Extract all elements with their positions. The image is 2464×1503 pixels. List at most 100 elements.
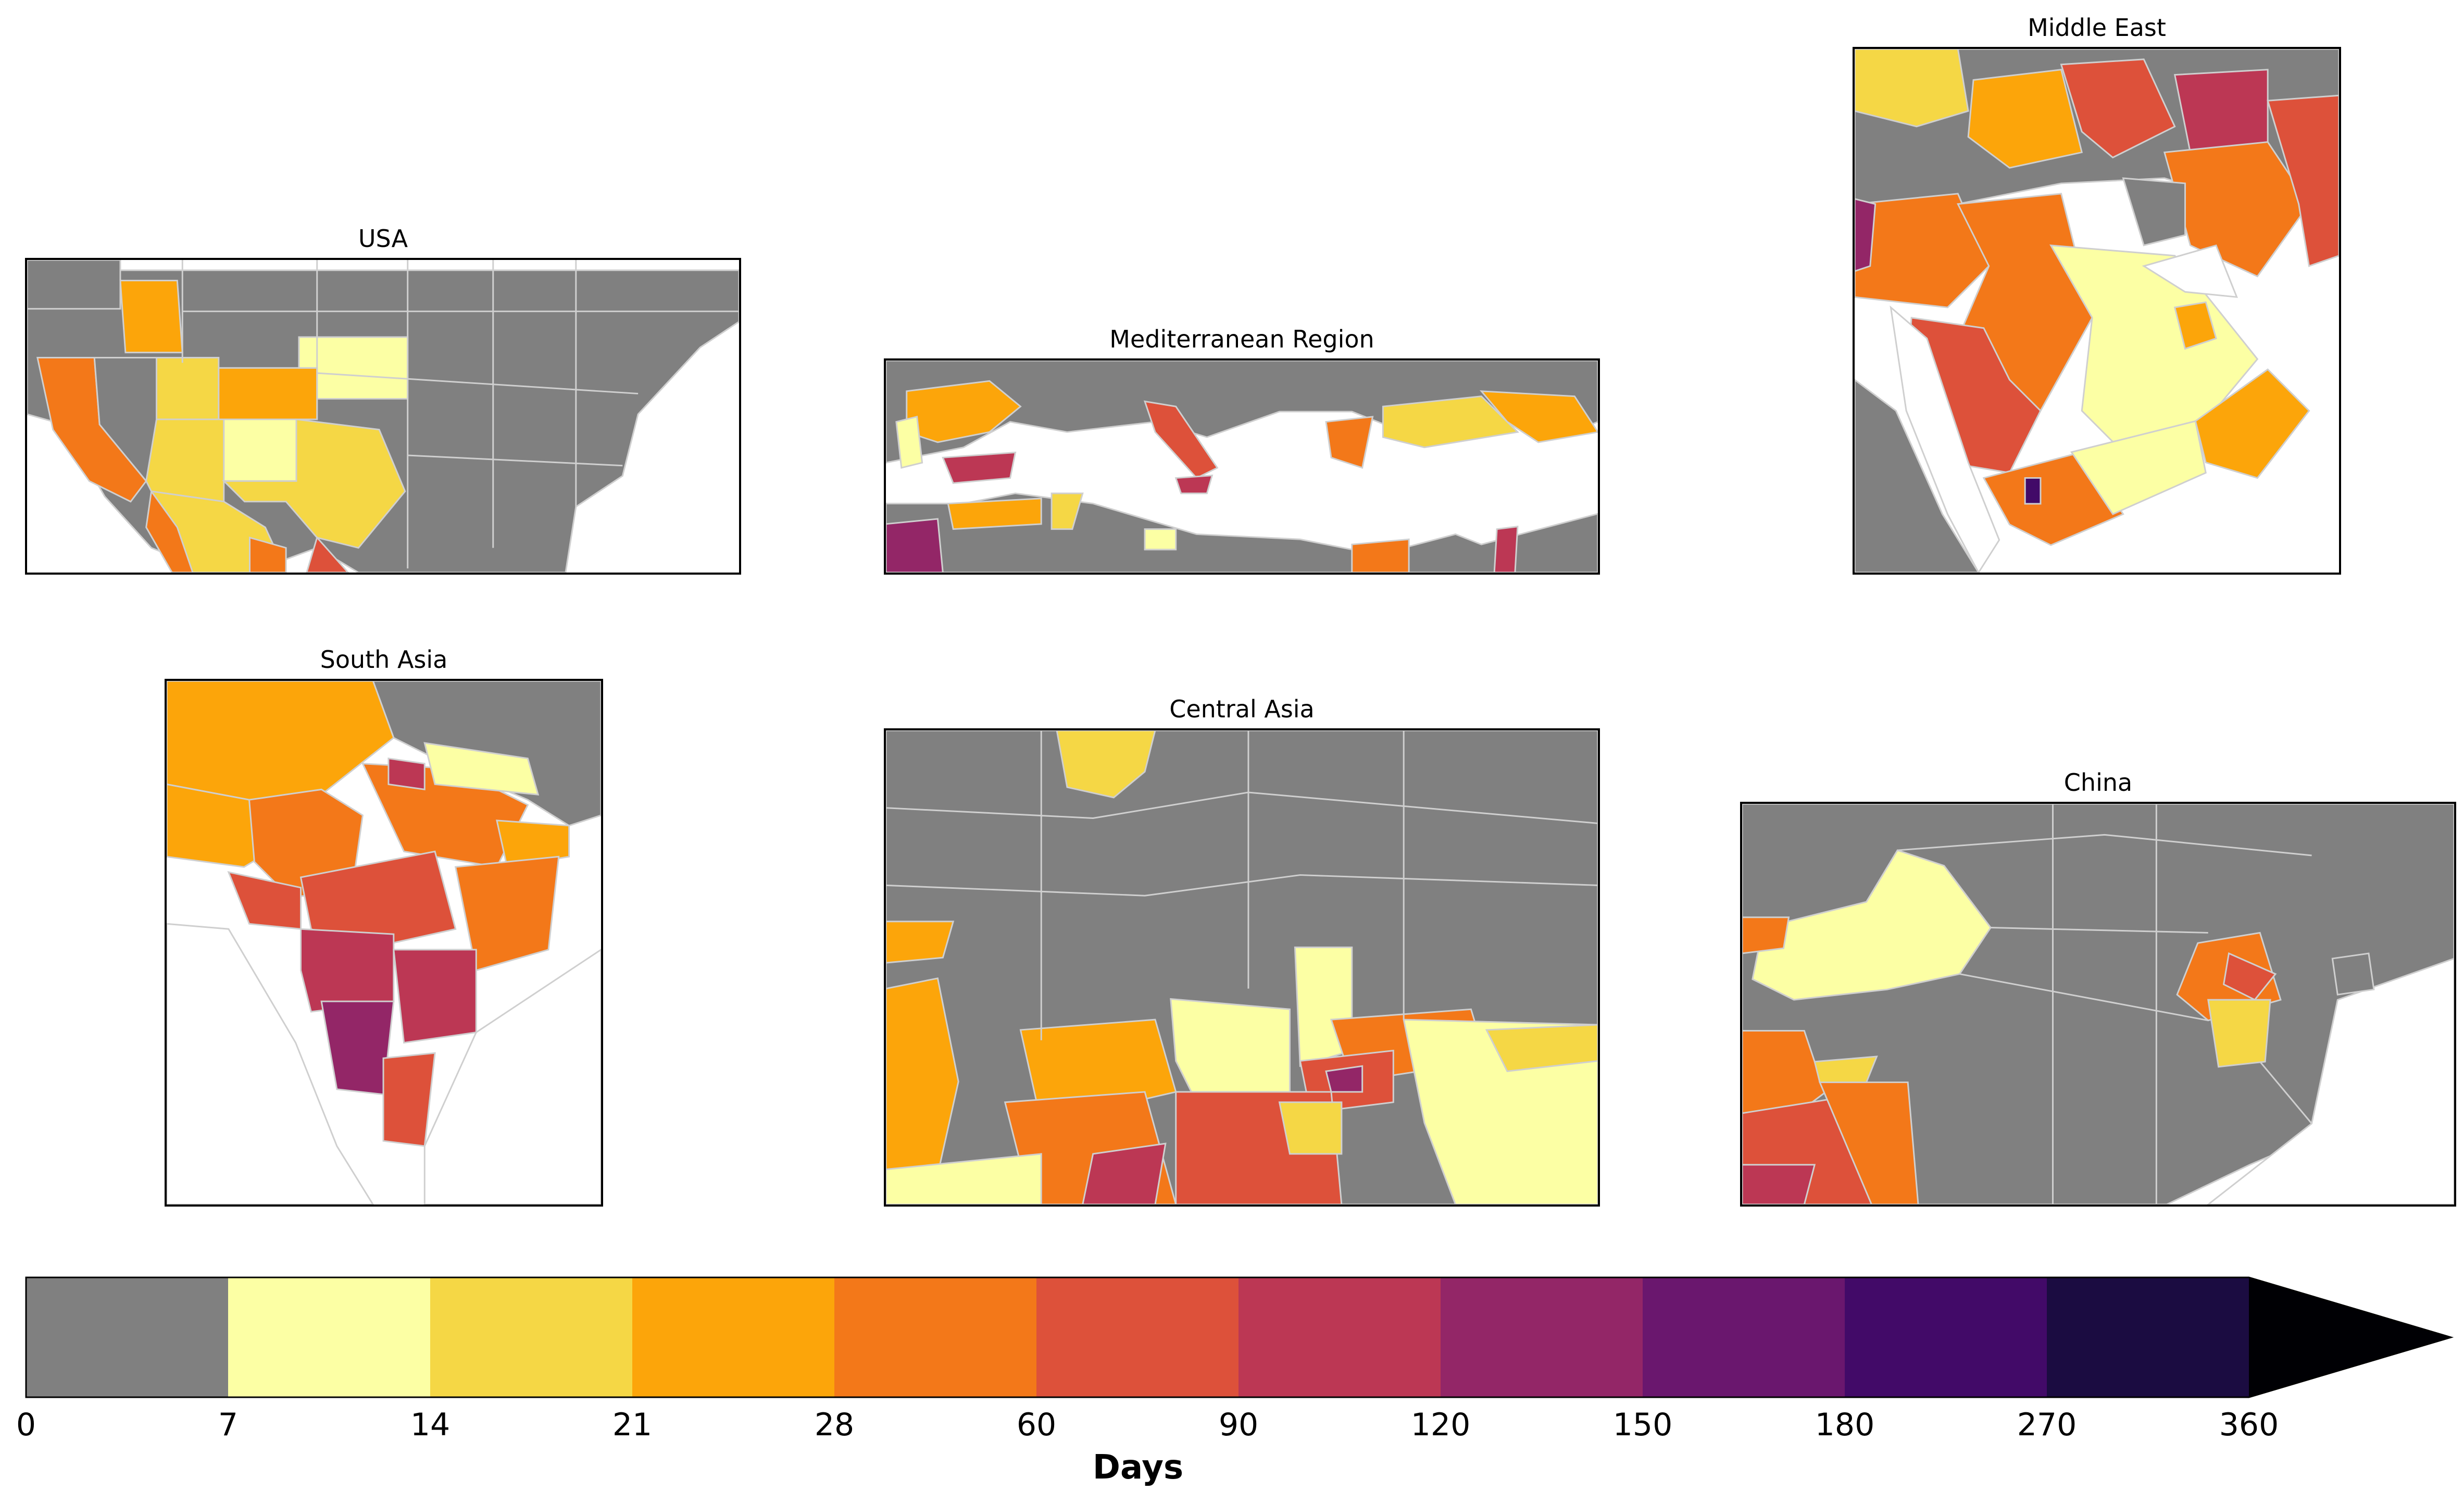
colorbar-tick-label: 14 [410,1407,451,1443]
map-china [1740,802,2456,1207]
region-korea [2331,952,2375,996]
region-maharashtra [300,928,395,1013]
colorbar-bin [834,1277,1036,1397]
region-idaho [119,279,183,354]
region-india-south [1742,1164,1816,1204]
map-panel-middle-east: Middle East [1853,14,2341,575]
panel-title: USA [358,225,408,253]
map-panel-mediterranean: Mediterranean Region [884,325,1600,575]
region-coahuila [249,536,287,573]
region-greece [1325,416,1374,469]
region-syria [1967,69,2083,169]
region-india-east [1818,1081,1919,1204]
region-sonora [145,489,194,573]
region-henan [2207,999,2271,1068]
region-telangana [393,949,477,1044]
colorbar-bin [228,1277,430,1397]
region-arabian-sea [167,923,374,1204]
panel-title: Mediterranean Region [1109,325,1374,353]
colorbar-tick-label: 180 [1815,1407,1875,1443]
region-xinjiang [1752,849,1992,1001]
colorbar-bin [1036,1277,1239,1397]
region-utah [156,357,220,420]
border [181,260,739,569]
region-washington [27,260,121,310]
region-pakistan-north [167,681,395,801]
colorbar-bin [1441,1277,1643,1397]
region-east [454,855,560,972]
region-iran-south [1082,1142,1167,1204]
region-turkey-east [1855,49,1969,128]
colorbar-tick-label: 28 [814,1407,855,1443]
colorbar-extend-triangle [2249,1277,2451,1397]
region-bay [423,949,601,1204]
region-hotspot [1325,1065,1364,1093]
region-pak-north [1278,1101,1343,1155]
region-colorado [218,367,318,420]
region-nepal [387,757,426,791]
region-red-sea [1890,305,2000,573]
colorbar-tick-label: 120 [1410,1407,1471,1443]
region-jordan [1855,193,1990,308]
map-panel-usa: USA [25,225,741,575]
region-mexico-east [306,536,349,573]
colorbar-bin [1643,1277,1845,1397]
colorbar [25,1276,2454,1398]
colorbar-bin [1845,1277,2047,1397]
region-caucasus [886,977,959,1204]
region-portugal [895,416,923,469]
colorbar-bin [1239,1277,1441,1397]
region-new-mexico [223,418,297,482]
colorbar-tick-label: 90 [1218,1407,1259,1443]
map-central-asia [884,728,1600,1207]
region-caspian-west [886,921,955,964]
region-turkey-west [1382,395,1520,449]
region-qatar [2173,301,2217,350]
border [886,730,1598,1040]
region-north-strip [423,742,540,796]
region-sicily [1174,475,1214,494]
colorbar-bin [632,1277,834,1397]
region-morocco [886,518,944,573]
region-levant-edge [1855,198,1877,272]
region-horn-africa [1855,379,1980,573]
region-iran-east [2267,94,2339,267]
colorbar-tick-label: 270 [2017,1407,2077,1443]
colorbar-bin [26,1277,228,1397]
panel-title: China [2063,768,2133,797]
colorbar-bin [430,1277,632,1397]
colorbar-tick-label: 21 [612,1407,653,1443]
region-texas [222,418,406,549]
map-panel-central-asia: Central Asia [884,695,1600,1207]
region-gulf [2142,244,2238,298]
colorbar-tick-label: 150 [1612,1407,1673,1443]
border [1897,804,2312,1204]
region-arizona [145,418,225,503]
region-israel [1493,526,1519,573]
colorbar-tick-label: 60 [1016,1407,1057,1443]
region-italy [1143,400,1219,479]
panel-title: Middle East [2028,14,2166,42]
region-iran-north [2060,58,2176,159]
region-iraq-gulf [2122,177,2186,246]
region-algeria-coast [947,498,1042,530]
region-oman [2194,368,2310,479]
colorbar-label: Days [1092,1448,1184,1487]
region-east-strip [1485,1024,1598,1072]
region-iran-central [2163,141,2310,278]
region-tunisia [1050,492,1084,530]
map-south-asia [165,679,603,1207]
colorbar-tick-label: 360 [2219,1407,2279,1443]
panel-title: South Asia [320,645,448,674]
map-usa [25,258,741,575]
colorbar-tick-label: 7 [218,1407,239,1443]
region-iran-northeast [2173,69,2269,154]
region-bihar [496,819,570,868]
region-sea [2207,958,2454,1204]
region-south-west [886,1153,1042,1204]
region-yemen-east [2070,420,2207,515]
region-tamilnadu [382,1052,436,1147]
region-north-patch [1056,730,1156,799]
region-kazakh-edge [1742,916,1790,954]
panel-title: Central Asia [1169,695,1315,723]
